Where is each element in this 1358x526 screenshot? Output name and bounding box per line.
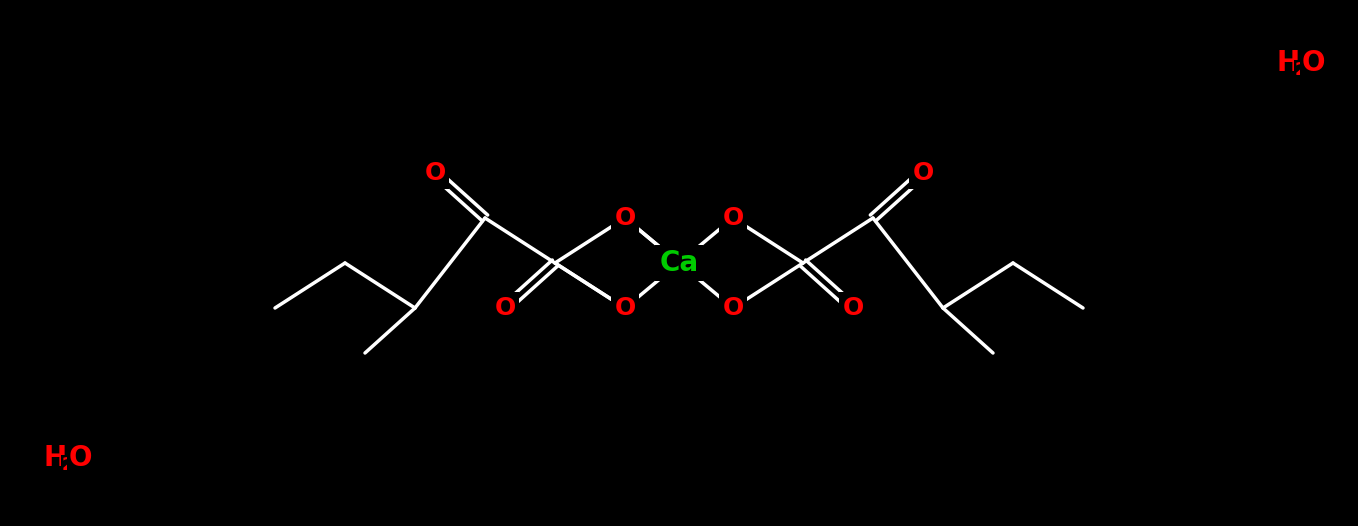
Text: O: O	[1301, 49, 1325, 77]
Text: Ca: Ca	[660, 249, 698, 277]
Text: O: O	[722, 296, 744, 320]
Text: O: O	[424, 161, 445, 185]
Text: O: O	[614, 296, 636, 320]
Text: O: O	[722, 206, 744, 230]
Text: O: O	[494, 296, 516, 320]
Text: 2: 2	[61, 456, 75, 474]
Text: O: O	[913, 161, 934, 185]
Text: H: H	[1277, 49, 1300, 77]
Text: O: O	[842, 296, 864, 320]
Text: O: O	[68, 444, 92, 472]
Text: O: O	[614, 206, 636, 230]
Text: 2: 2	[1294, 61, 1308, 79]
Text: H: H	[43, 444, 67, 472]
